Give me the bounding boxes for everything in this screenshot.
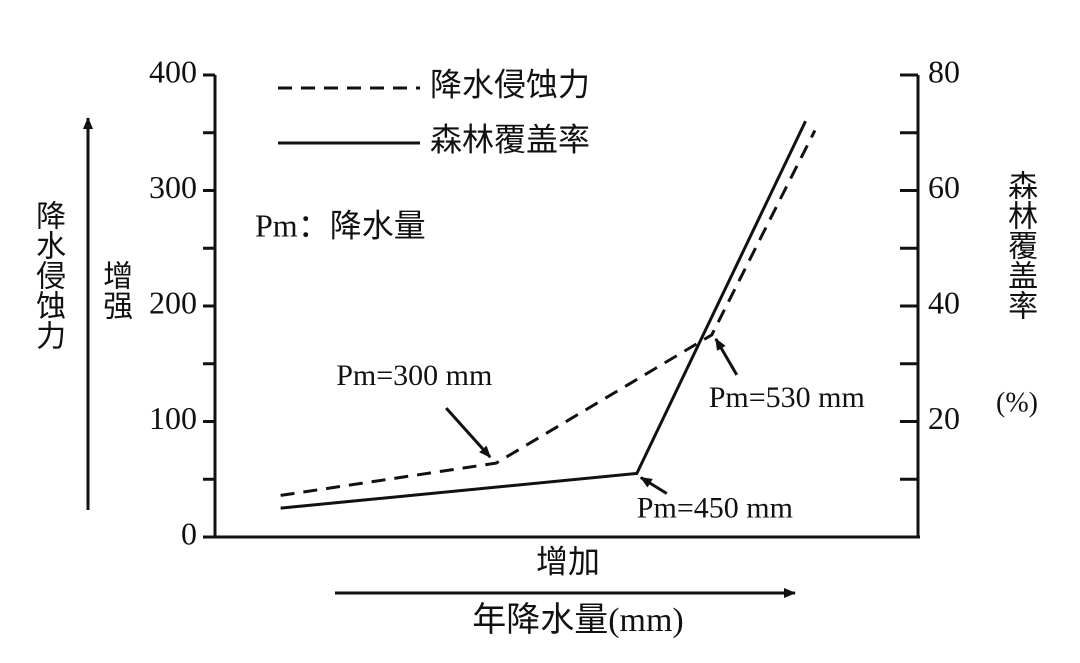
annotation: Pm=450 mm (637, 491, 793, 524)
legend-label: 降水侵蚀力 (430, 66, 590, 102)
y2-tick-label: 20 (928, 400, 960, 436)
annotation-arrow (445, 407, 492, 459)
y2-tick-label: 40 (928, 284, 960, 320)
series-line (280, 120, 807, 510)
y-tick-label: 200 (149, 284, 197, 320)
annotation: Pm=300 mm (336, 359, 492, 392)
y-tick-label: 0 (181, 515, 197, 551)
legend-note: Pm：降水量 (255, 207, 426, 243)
y-tick-label: 400 (149, 53, 197, 89)
y2-tick-label: 60 (928, 169, 960, 205)
y2-tick-label: 80 (928, 53, 960, 89)
annotation: Pm=530 mm (709, 381, 865, 414)
annotation-arrow (639, 476, 668, 495)
y-tick-label: 100 (149, 400, 197, 436)
y2-axis-label: 森林覆盖率 (1003, 170, 1038, 320)
annotation-arrow (714, 338, 739, 376)
y-tick-label: 300 (149, 169, 197, 205)
y-axis-direction: 增强 (98, 260, 132, 320)
y-axis-label: 降水侵蚀力 (31, 200, 66, 350)
y2-axis-unit: (%) (996, 387, 1038, 418)
x-axis-direction: 增加 (536, 543, 600, 579)
legend-label: 森林覆盖率 (430, 121, 590, 157)
series-line (280, 129, 817, 497)
x-axis-label: 年降水量(mm) (472, 601, 684, 639)
